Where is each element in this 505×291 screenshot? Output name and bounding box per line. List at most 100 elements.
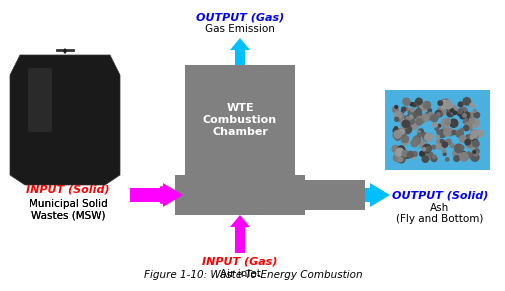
- Text: Municipal Solid
Wastes (MSW): Municipal Solid Wastes (MSW): [29, 199, 107, 221]
- Circle shape: [408, 115, 413, 120]
- Circle shape: [459, 128, 464, 132]
- Circle shape: [444, 104, 449, 108]
- Circle shape: [436, 106, 445, 116]
- Circle shape: [459, 113, 465, 120]
- Circle shape: [392, 152, 399, 159]
- Circle shape: [453, 146, 460, 151]
- Circle shape: [454, 129, 463, 138]
- Circle shape: [468, 135, 474, 141]
- Circle shape: [452, 155, 460, 162]
- Circle shape: [424, 146, 431, 152]
- Circle shape: [412, 110, 422, 120]
- Circle shape: [394, 148, 403, 156]
- Circle shape: [435, 135, 439, 139]
- Circle shape: [400, 119, 410, 128]
- Circle shape: [441, 141, 447, 148]
- Circle shape: [469, 135, 474, 140]
- Circle shape: [467, 117, 473, 123]
- Circle shape: [436, 124, 441, 128]
- Circle shape: [462, 119, 467, 124]
- Circle shape: [422, 104, 426, 109]
- Text: INPUT (Solid): INPUT (Solid): [26, 185, 110, 195]
- Circle shape: [409, 121, 418, 130]
- Circle shape: [451, 149, 461, 159]
- Circle shape: [435, 143, 442, 150]
- Circle shape: [416, 132, 421, 137]
- Circle shape: [400, 150, 408, 157]
- Circle shape: [395, 128, 406, 138]
- Circle shape: [468, 117, 475, 125]
- Circle shape: [472, 109, 476, 113]
- Circle shape: [400, 135, 409, 143]
- Circle shape: [464, 151, 471, 158]
- Circle shape: [394, 112, 403, 121]
- Text: Figure 1-10: Waste-To-Energy Combustion: Figure 1-10: Waste-To-Energy Combustion: [143, 270, 362, 280]
- Circle shape: [423, 112, 432, 121]
- Circle shape: [442, 152, 446, 156]
- Circle shape: [460, 151, 466, 157]
- Circle shape: [413, 137, 419, 143]
- Circle shape: [439, 100, 448, 110]
- Circle shape: [394, 150, 401, 157]
- Circle shape: [423, 133, 432, 142]
- Circle shape: [470, 150, 478, 157]
- Circle shape: [440, 148, 445, 153]
- Circle shape: [402, 125, 407, 130]
- Circle shape: [437, 139, 445, 147]
- Circle shape: [429, 114, 438, 122]
- Circle shape: [446, 112, 450, 117]
- Circle shape: [448, 143, 454, 148]
- FancyBboxPatch shape: [185, 65, 294, 175]
- Circle shape: [443, 106, 449, 111]
- Circle shape: [426, 108, 431, 113]
- Text: OUTPUT (Gas): OUTPUT (Gas): [195, 12, 284, 22]
- Circle shape: [399, 151, 407, 158]
- Circle shape: [393, 111, 401, 119]
- Circle shape: [415, 98, 422, 106]
- Circle shape: [399, 116, 409, 125]
- FancyBboxPatch shape: [175, 175, 305, 215]
- Text: Gas Emission: Gas Emission: [205, 24, 274, 34]
- Circle shape: [462, 97, 470, 106]
- Circle shape: [463, 121, 471, 130]
- Circle shape: [415, 108, 421, 115]
- Circle shape: [415, 116, 423, 124]
- Circle shape: [402, 128, 407, 132]
- Circle shape: [466, 134, 474, 142]
- Circle shape: [453, 143, 463, 153]
- Circle shape: [433, 126, 438, 131]
- Circle shape: [399, 110, 404, 114]
- Circle shape: [411, 151, 417, 157]
- Polygon shape: [230, 38, 249, 65]
- Circle shape: [400, 107, 406, 112]
- Text: Air inlet: Air inlet: [219, 269, 260, 279]
- Circle shape: [468, 102, 474, 109]
- Circle shape: [393, 126, 397, 130]
- Circle shape: [396, 157, 402, 162]
- Circle shape: [468, 112, 474, 118]
- Circle shape: [437, 112, 441, 117]
- Circle shape: [417, 133, 421, 138]
- Polygon shape: [10, 55, 120, 185]
- Circle shape: [406, 151, 414, 158]
- Circle shape: [440, 118, 449, 128]
- Circle shape: [423, 134, 429, 141]
- Circle shape: [396, 145, 405, 153]
- Circle shape: [461, 113, 466, 118]
- Circle shape: [396, 130, 402, 136]
- FancyBboxPatch shape: [305, 180, 364, 210]
- Circle shape: [391, 106, 398, 113]
- Text: Ash: Ash: [430, 203, 449, 213]
- Circle shape: [392, 130, 401, 140]
- Circle shape: [457, 108, 463, 114]
- Circle shape: [457, 101, 463, 107]
- Circle shape: [420, 113, 429, 122]
- Circle shape: [412, 136, 420, 145]
- Circle shape: [411, 156, 415, 160]
- Circle shape: [435, 112, 440, 117]
- Circle shape: [448, 118, 458, 128]
- Circle shape: [458, 135, 466, 143]
- Circle shape: [410, 139, 418, 148]
- Circle shape: [462, 110, 468, 115]
- Circle shape: [436, 100, 442, 106]
